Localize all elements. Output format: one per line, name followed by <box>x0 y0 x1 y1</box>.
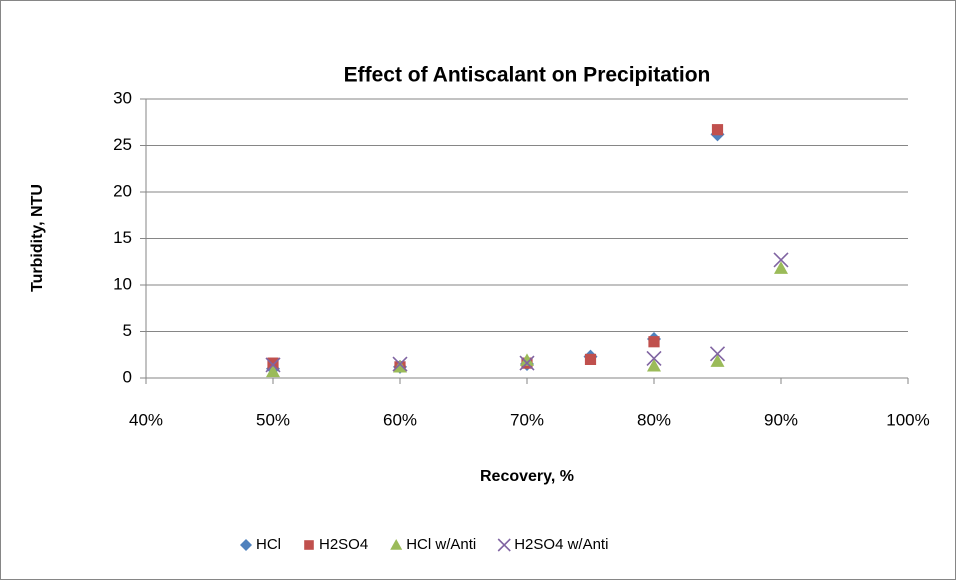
y-tick-label: 25 <box>113 135 132 154</box>
marker <box>392 356 408 372</box>
marker <box>393 359 407 373</box>
marker <box>774 261 788 274</box>
marker <box>773 252 789 268</box>
y-tick-label: 15 <box>113 228 132 247</box>
y-tick-label: 0 <box>123 367 132 386</box>
marker <box>710 354 725 367</box>
marker <box>267 357 279 369</box>
legend-label: H2SO4 w/Anti <box>514 536 608 553</box>
marker <box>709 346 726 362</box>
marker <box>711 124 724 136</box>
legend-label: HCl <box>256 536 281 553</box>
legend-marker <box>240 539 252 551</box>
x-axis-title: Recovery, % <box>480 468 574 485</box>
x-tick-label: 80% <box>637 410 671 429</box>
legend-label: H2SO4 <box>319 536 368 553</box>
chart-title: Effect of Antiscalant on Precipitation <box>344 64 711 87</box>
y-tick-label: 10 <box>113 274 132 293</box>
marker <box>265 357 281 373</box>
y-tick-label: 20 <box>113 181 132 200</box>
x-tick-label: 60% <box>383 410 417 429</box>
x-tick-label: 100% <box>886 410 929 429</box>
y-tick-label: 5 <box>123 321 132 340</box>
marker <box>648 336 660 348</box>
x-tick-label: 40% <box>129 410 163 429</box>
marker <box>584 353 597 365</box>
marker <box>266 364 280 378</box>
x-tick-label: 70% <box>510 410 544 429</box>
marker <box>519 355 535 371</box>
legend-marker <box>390 539 403 550</box>
x-tick-label: 90% <box>764 410 798 429</box>
legend-marker <box>497 538 511 552</box>
marker <box>647 358 661 372</box>
x-tick-label: 50% <box>256 410 290 429</box>
y-tick-label: 30 <box>113 88 132 107</box>
legend-marker <box>304 540 314 550</box>
legend-label: HCl w/Anti <box>406 536 476 553</box>
marker <box>646 350 662 367</box>
marker <box>520 353 534 366</box>
y-axis-title: Turbidity, NTU <box>29 184 46 292</box>
